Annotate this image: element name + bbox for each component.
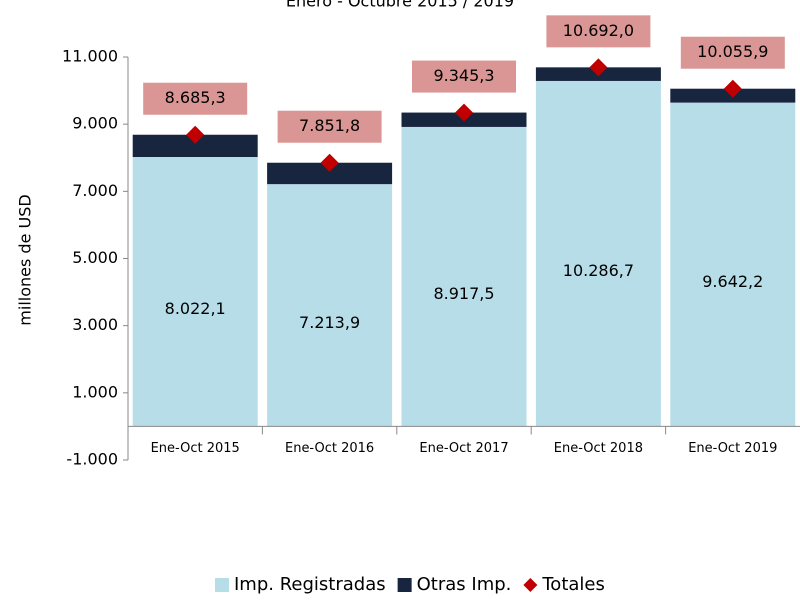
value-label: 8.917,5	[433, 284, 494, 303]
legend-label: Otras Imp.	[417, 574, 512, 595]
total-marker	[455, 103, 473, 122]
bar-segment	[267, 184, 393, 427]
bar-segment	[401, 126, 527, 427]
bar-segment	[535, 80, 661, 427]
bar-segment	[267, 162, 393, 185]
bar-segment	[670, 102, 796, 427]
total-marker	[723, 79, 742, 98]
x-tick-label: Ene-Oct 2016	[285, 441, 374, 456]
bar-segment	[132, 134, 258, 158]
y-tick-label: -1.000	[66, 450, 118, 469]
value-label-box	[680, 36, 785, 69]
value-label: 8.685,3	[165, 88, 226, 107]
legend-label: Imp. Registradas	[234, 574, 386, 595]
y-tick-label: 9.000	[72, 114, 118, 133]
value-label-box	[546, 15, 651, 48]
legend-swatch	[523, 578, 538, 592]
value-label: 7.213,9	[299, 313, 360, 332]
value-label: 8.022,1	[165, 299, 226, 318]
total-marker	[186, 125, 205, 144]
bar-segment	[132, 157, 258, 427]
value-label: 10.692,0	[563, 21, 634, 40]
x-tick-label: Ene-Oct 2018	[554, 441, 643, 456]
y-tick-label: 3.000	[72, 315, 118, 334]
value-label: 10.055,9	[697, 42, 768, 61]
y-tick-label: 11.000	[62, 47, 118, 66]
value-label: 10.286,7	[563, 261, 634, 280]
legend-swatch	[397, 578, 412, 592]
chart-title: Enero - Octubre 2015 / 2019	[286, 0, 514, 11]
x-tick-label: Ene-Oct 2015	[151, 441, 240, 456]
value-label-box	[277, 110, 382, 143]
y-tick-label: 1.000	[72, 382, 118, 401]
value-label: 7.851,8	[299, 116, 360, 135]
y-tick-label: 5.000	[72, 248, 118, 267]
value-label-box	[412, 60, 516, 93]
value-label-box	[143, 82, 248, 115]
x-tick-label: Ene-Oct 2017	[419, 441, 508, 456]
legend-swatch	[215, 578, 229, 592]
value-label: 9.345,3	[433, 66, 494, 85]
x-tick-label: Ene-Oct 2019	[688, 441, 777, 456]
y-tick-label: 7.000	[72, 181, 118, 200]
total-marker	[589, 58, 608, 77]
value-label: 9.642,2	[702, 272, 763, 291]
y-axis-label: millones de USD	[16, 194, 35, 325]
legend-label: Totales	[541, 574, 605, 595]
total-marker	[320, 153, 339, 172]
